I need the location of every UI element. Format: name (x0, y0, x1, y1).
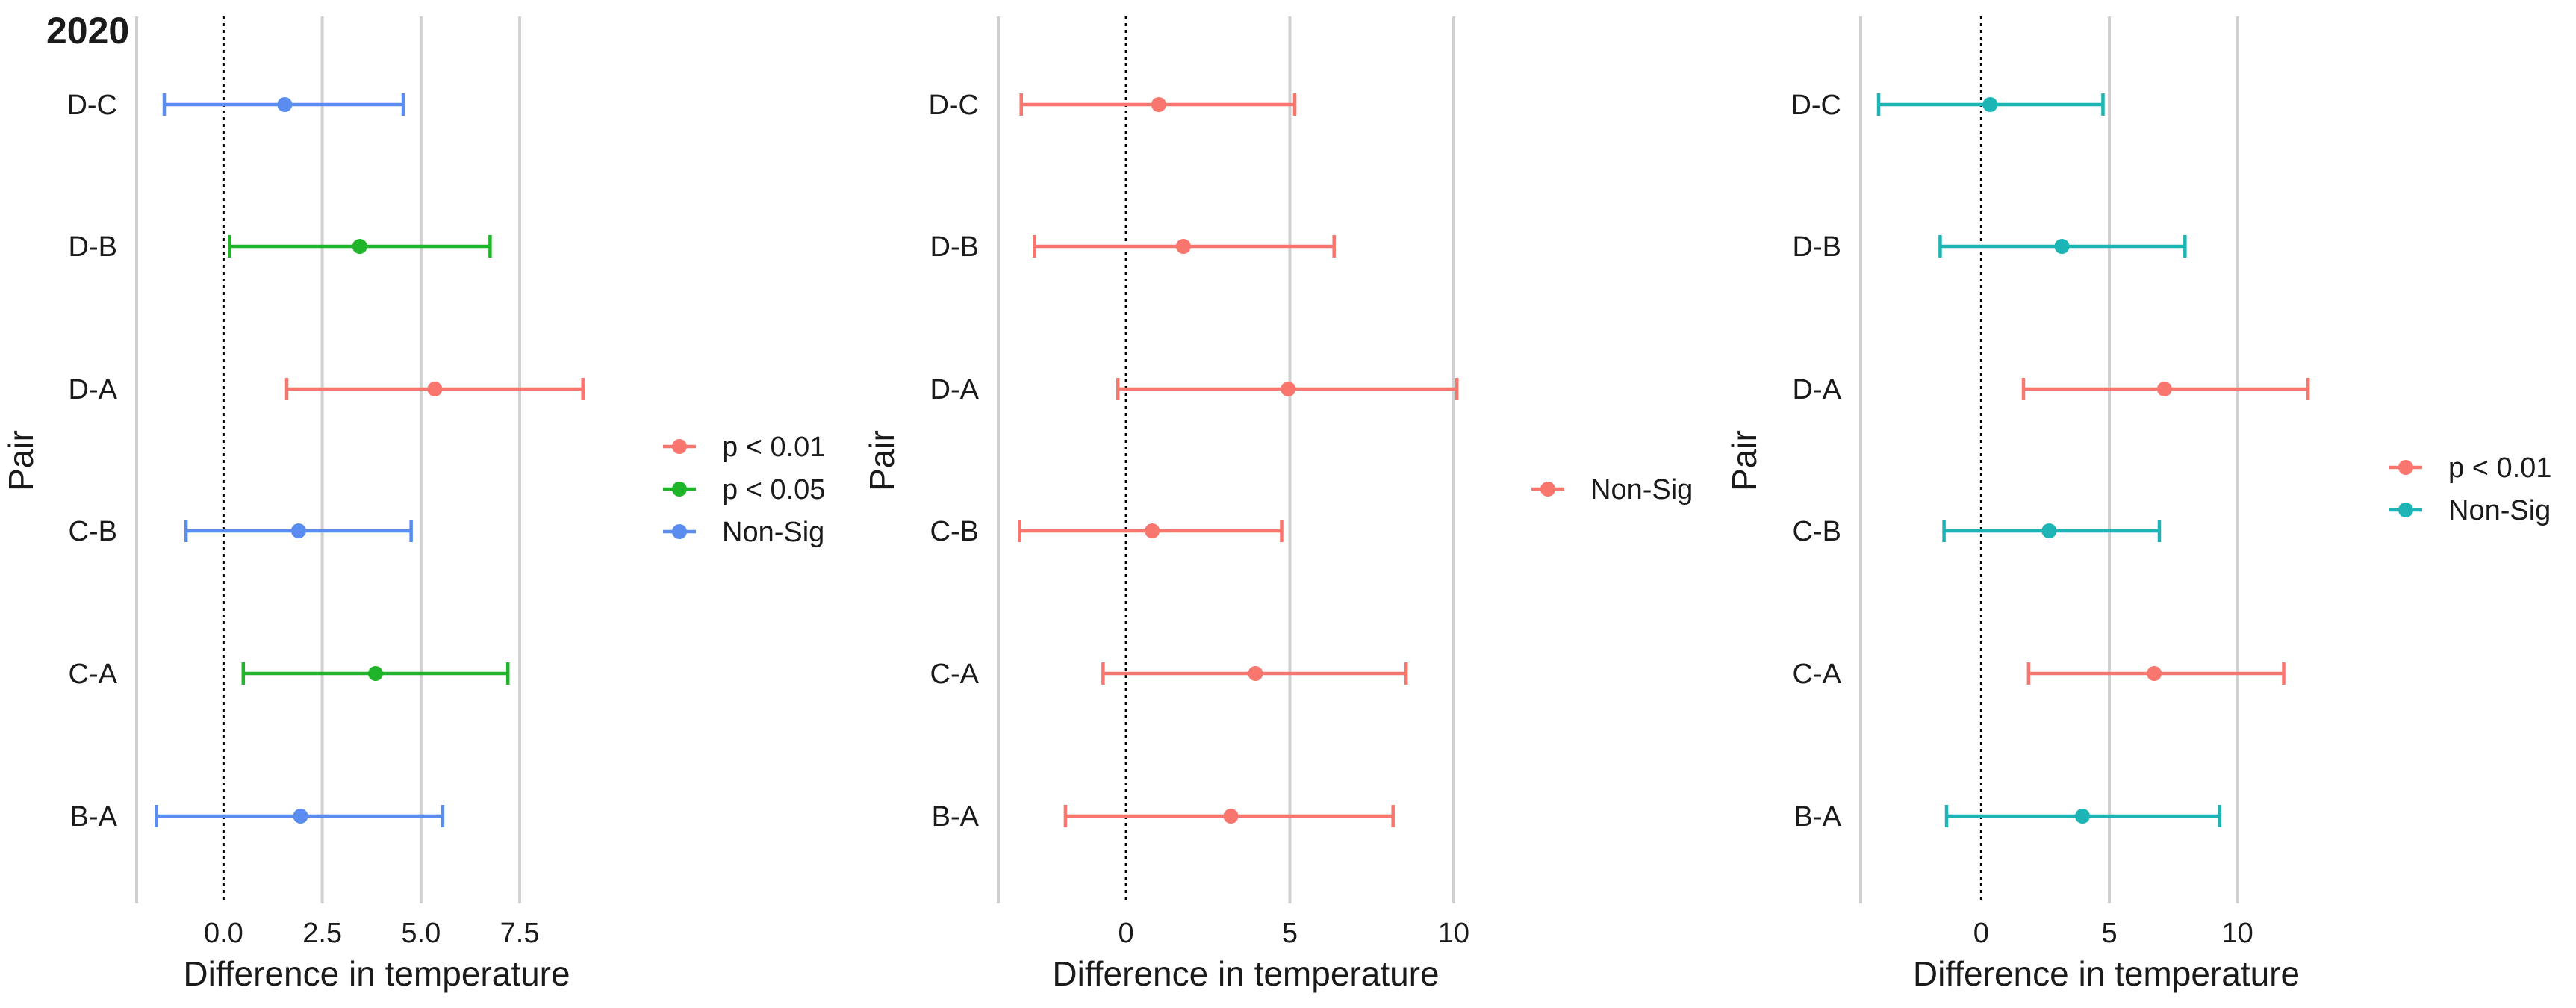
estimate-point (2147, 666, 2162, 681)
estimate-point (1281, 382, 1296, 396)
legend-key-point (672, 524, 687, 539)
y-tick-label: D-C (66, 90, 117, 121)
y-tick-label: D-A (1793, 374, 1842, 405)
x-tick-label: 2.5 (302, 918, 342, 949)
estimate-point (427, 382, 443, 396)
legend-label: p < 0.05 (722, 474, 825, 505)
estimate-point (352, 239, 367, 254)
legend: p < 0.01 Non-Sig (2389, 452, 2551, 526)
x-tick-label: 5.0 (401, 918, 441, 949)
legend-key-point (672, 482, 687, 497)
estimate-point (368, 666, 384, 681)
y-tick-label: B-A (1794, 801, 1842, 833)
estimate-point (293, 809, 308, 824)
estimate-point (2041, 523, 2057, 538)
y-tick-label: D-B (930, 231, 979, 263)
y-tick-label: C-A (69, 659, 118, 690)
estimate-point (2054, 239, 2070, 254)
estimate-point (1151, 97, 1166, 112)
legend: p < 0.01 p < 0.05 Non-Sig (663, 432, 825, 548)
y-tick-label: B-A (932, 801, 980, 833)
panel-1: 0.0 2.5 5.0 7.5 D-C D-B D-A C-B C-A B-A Difference… (1, 16, 825, 993)
x-tick-label: 0.0 (204, 918, 243, 949)
x-tick-label: 5 (2101, 918, 2117, 949)
x-tick-label: 10 (1438, 918, 1469, 949)
y-tick-label: D-C (1791, 90, 1841, 121)
y-tick-label: D-A (930, 374, 980, 405)
x-tick-label: 0 (1119, 918, 1134, 949)
estimate-point (1145, 523, 1160, 538)
estimate-point (1982, 97, 1998, 112)
legend-label: Non-Sig (1590, 474, 1693, 505)
estimate-point (1223, 809, 1239, 824)
x-tick-label: 5 (1282, 918, 1298, 949)
y-tick-label: D-B (69, 231, 117, 263)
x-axis-title: Difference in temperature (1913, 954, 2300, 993)
figure-title: 2020 (46, 10, 129, 52)
y-tick-label: C-A (1793, 659, 1842, 690)
estimate-point (2156, 382, 2172, 396)
y-tick-label: C-B (1793, 516, 1841, 547)
x-axis-title: Difference in temperature (183, 954, 570, 993)
legend-label: Non-Sig (722, 517, 824, 548)
x-axis-title: Difference in temperature (1052, 954, 1439, 993)
panel-3: 0 5 10 D-C D-B D-A C-B C-A B-A Difference in temp… (1725, 16, 2551, 993)
legend-key-point (2398, 460, 2413, 475)
estimate-point (1248, 666, 1263, 681)
x-tick-label: 0 (1973, 918, 1989, 949)
y-tick-label: C-B (930, 516, 979, 547)
x-tick-label: 7.5 (500, 918, 540, 949)
legend: Non-Sig (1531, 474, 1693, 505)
y-tick-label: C-B (69, 516, 117, 547)
estimate-point (290, 523, 306, 538)
legend-key-point (672, 439, 687, 454)
legend-key-point (1540, 482, 1555, 497)
legend-label: p < 0.01 (2448, 452, 2551, 484)
legend-label: p < 0.01 (722, 432, 825, 463)
y-tick-label: D-C (928, 90, 979, 121)
y-tick-label: D-A (69, 374, 118, 405)
panel-2: 0 5 10 D-C D-B D-A C-B C-A B-A Difference in temp… (862, 16, 1693, 993)
y-tick-label: D-B (1793, 231, 1841, 263)
estimate-point (277, 97, 293, 112)
legend-key-point (2398, 503, 2413, 517)
estimate-point (1175, 239, 1191, 254)
x-tick-label: 10 (2222, 918, 2253, 949)
legend-label: Non-Sig (2448, 495, 2551, 526)
y-axis-title: Pair (862, 430, 901, 491)
y-axis-title: Pair (1725, 430, 1764, 491)
y-tick-label: B-A (70, 801, 118, 833)
estimate-point (2074, 809, 2090, 824)
y-tick-label: C-A (930, 659, 980, 690)
y-axis-title: Pair (1, 430, 40, 491)
